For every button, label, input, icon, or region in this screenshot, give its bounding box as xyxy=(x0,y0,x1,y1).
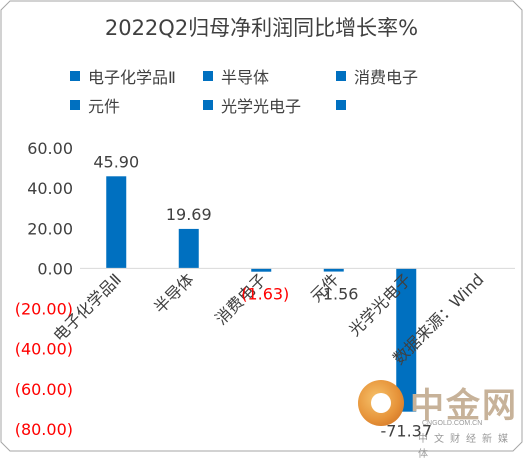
legend-swatch xyxy=(203,71,213,81)
y-tick-label: (80.00) xyxy=(15,420,73,439)
legend-label: 光学光电子 xyxy=(221,97,302,116)
data-label: -1.56 xyxy=(317,284,358,303)
watermark-brand: 中金网 xyxy=(410,386,518,426)
data-label: 19.69 xyxy=(166,205,212,224)
legend-item: 半导体 xyxy=(203,66,270,87)
watermark-logo-icon xyxy=(358,380,404,426)
y-tick-label: 40.00 xyxy=(27,179,73,198)
legend-item: 电子化学品Ⅱ xyxy=(70,66,176,87)
bar xyxy=(251,268,272,272)
legend-swatch xyxy=(336,71,346,81)
legend-item xyxy=(336,95,354,115)
legend-label: 元件 xyxy=(88,97,121,116)
y-tick-label: 60.00 xyxy=(27,139,73,158)
bar xyxy=(178,228,199,269)
chart-title: 2022Q2归母净利润同比增长率% xyxy=(104,16,419,40)
data-label: (1.63) xyxy=(241,284,289,303)
legend-item: 光学光电子 xyxy=(203,95,302,116)
watermark: 中金网 CNGOLD.COM.CN 中文财经新媒体 xyxy=(358,376,518,460)
y-tick-label: 20.00 xyxy=(27,219,73,238)
bar xyxy=(323,268,344,272)
bar xyxy=(396,268,417,412)
legend-swatch xyxy=(336,100,346,110)
legend-item: 元件 xyxy=(70,95,121,116)
watermark-slogan: 中文财经新媒体 xyxy=(418,434,514,460)
legend-swatch xyxy=(70,100,80,110)
legend-label: 电子化学品Ⅱ xyxy=(88,68,176,87)
data-label: -71.37 xyxy=(380,422,432,441)
legend-swatch xyxy=(70,71,80,81)
y-tick-label: (40.00) xyxy=(15,340,73,359)
legend-item: 消费电子 xyxy=(336,66,419,87)
legend-label: 半导体 xyxy=(221,68,270,87)
watermark-url: CNGOLD.COM.CN xyxy=(422,420,483,427)
y-tick-label: 0.00 xyxy=(37,259,73,278)
y-tick-label: (20.00) xyxy=(15,300,73,319)
category-label: 半导体 xyxy=(150,270,197,317)
legend-swatch xyxy=(203,100,213,110)
bar xyxy=(106,176,127,269)
data-label: 45.90 xyxy=(93,152,139,171)
legend-label: 消费电子 xyxy=(354,68,419,87)
y-tick-label: (60.00) xyxy=(15,380,73,399)
